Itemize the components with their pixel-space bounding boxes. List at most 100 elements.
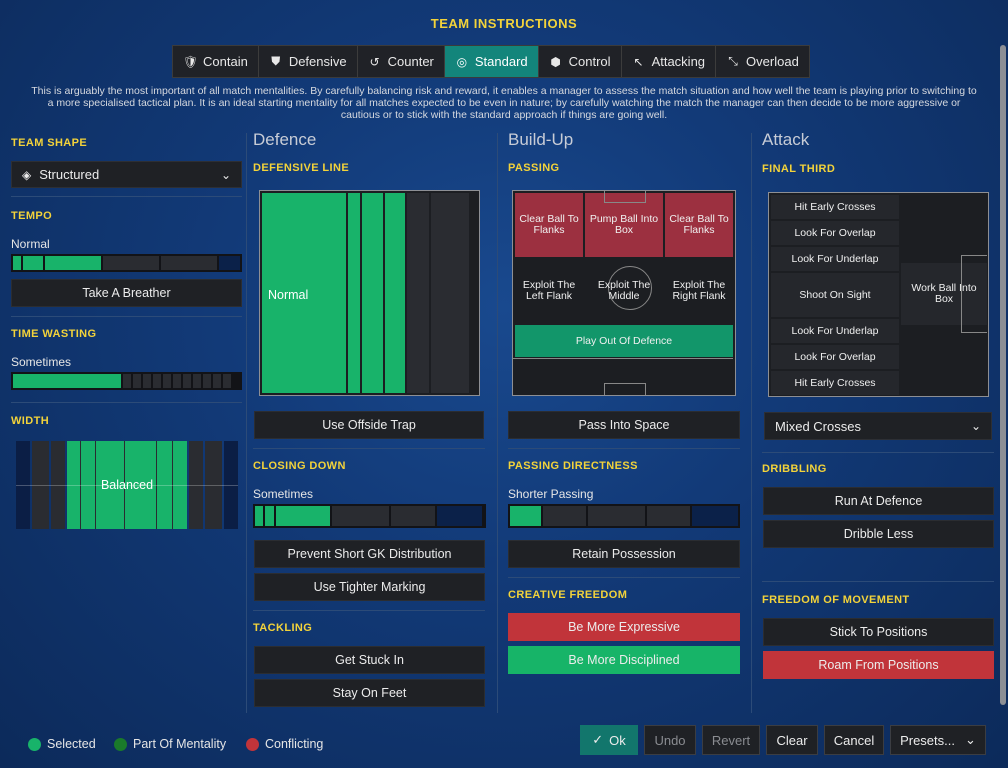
column-divider — [751, 133, 752, 713]
closing-down-value: Sometimes — [253, 487, 314, 501]
freedom-of-movement-label: FREEDOM OF MOVEMENT — [762, 594, 910, 606]
clear-ball-to-flanks-left[interactable]: Clear Ball To Flanks — [515, 193, 583, 257]
stick-to-positions-button[interactable]: Stick To Positions — [763, 618, 994, 646]
crosses-dropdown[interactable]: Mixed Crosses ⌄ — [764, 412, 992, 440]
tab-contain[interactable]: 🛡 Contain — [173, 46, 259, 77]
look-for-overlap-top[interactable]: Look For Overlap — [771, 221, 899, 245]
conflicting-dot-icon — [246, 737, 259, 751]
tackling-label: TACKLING — [253, 622, 313, 634]
passing-directness-value: Shorter Passing — [508, 487, 594, 501]
width-selector[interactable]: Balanced — [16, 441, 238, 529]
cancel-button[interactable]: Cancel — [824, 725, 884, 755]
control-icon: ⬢ — [550, 54, 561, 69]
be-more-disciplined-button[interactable]: Be More Disciplined — [508, 646, 740, 674]
mentality-dot-icon — [114, 737, 127, 751]
chevron-down-icon: ⌄ — [965, 732, 976, 747]
work-ball-into-box[interactable]: Work Ball Into Box — [901, 263, 987, 325]
passing-directness-slider[interactable] — [508, 504, 740, 528]
mentality-description: This is arguably the most important of a… — [31, 85, 977, 121]
undo-button[interactable]: Undo — [644, 725, 696, 755]
width-value: Balanced — [100, 478, 154, 492]
diamond-icon: ◈ — [22, 167, 32, 182]
use-offside-trap-button[interactable]: Use Offside Trap — [254, 411, 484, 439]
divider — [11, 316, 242, 317]
legend-conflicting: Conflicting — [246, 737, 323, 751]
run-at-defence-button[interactable]: Run At Defence — [763, 487, 994, 515]
scrollbar[interactable] — [1000, 45, 1006, 705]
hit-early-crosses-bottom[interactable]: Hit Early Crosses — [771, 371, 899, 395]
exploit-middle[interactable]: Exploit The Middle — [597, 279, 651, 302]
revert-button[interactable]: Revert — [702, 725, 760, 755]
width-label: WIDTH — [11, 415, 50, 427]
tempo-label: TEMPO — [11, 210, 53, 222]
stay-on-feet-button[interactable]: Stay On Feet — [254, 679, 485, 707]
legend-selected: Selected — [28, 737, 96, 751]
contain-icon: 🛡 — [183, 54, 199, 69]
divider — [508, 577, 740, 578]
attack-heading: Attack — [762, 130, 810, 149]
tab-overload[interactable]: ⤡ Overload — [716, 46, 809, 77]
mentality-tabs: 🛡 Contain ⛊ Defensive ↺ Counter ◎ Standard ⬢… — [172, 45, 810, 78]
divider — [762, 581, 994, 582]
divider — [11, 402, 242, 403]
divider — [762, 452, 994, 453]
dribble-less-button[interactable]: Dribble Less — [763, 520, 994, 548]
tab-control[interactable]: ⬢ Control — [538, 46, 622, 77]
selected-dot-icon — [28, 737, 41, 751]
tempo-slider[interactable] — [11, 254, 242, 272]
look-for-overlap-bottom[interactable]: Look For Overlap — [771, 345, 899, 369]
look-for-underlap-bottom[interactable]: Look For Underlap — [771, 319, 899, 343]
pass-into-space-button[interactable]: Pass Into Space — [508, 411, 740, 439]
divider — [253, 448, 485, 449]
page-title: TEAM INSTRUCTIONS — [430, 16, 578, 31]
retain-possession-button[interactable]: Retain Possession — [508, 540, 740, 568]
roam-from-positions-button[interactable]: Roam From Positions — [763, 651, 994, 679]
closing-down-label: CLOSING DOWN — [253, 460, 346, 472]
clear-button[interactable]: Clear — [766, 725, 818, 755]
exploit-right-flank[interactable]: Exploit The Right Flank — [672, 279, 726, 302]
tab-counter[interactable]: ↺ Counter — [357, 46, 445, 77]
counter-icon: ↺ — [369, 54, 380, 69]
shoot-on-sight[interactable]: Shoot On Sight — [771, 273, 899, 317]
hit-early-crosses-top[interactable]: Hit Early Crosses — [771, 195, 899, 219]
closing-down-slider[interactable] — [253, 504, 486, 528]
chevron-down-icon: ⌄ — [220, 167, 231, 182]
team-shape-dropdown[interactable]: ◈ Structured ⌄ — [11, 161, 242, 188]
column-divider — [497, 133, 498, 713]
presets-button[interactable]: Presets... ⌄ — [890, 725, 986, 755]
be-more-expressive-button[interactable]: Be More Expressive — [508, 613, 740, 641]
clear-ball-to-flanks-right[interactable]: Clear Ball To Flanks — [665, 193, 733, 257]
time-wasting-value: Sometimes — [11, 355, 72, 369]
buildup-heading: Build-Up — [508, 130, 574, 149]
look-for-underlap-top[interactable]: Look For Underlap — [771, 247, 899, 271]
defensive-line-value: Normal — [268, 288, 309, 302]
defensive-line-selector[interactable]: Normal — [259, 190, 480, 396]
passing-pitch: Clear Ball To Flanks Pump Ball Into Box … — [512, 190, 736, 396]
exploit-left-flank[interactable]: Exploit The Left Flank — [522, 279, 576, 302]
chevron-down-icon: ⌄ — [970, 419, 981, 433]
time-wasting-slider[interactable] — [11, 372, 242, 390]
dribbling-label: DRIBBLING — [762, 463, 827, 475]
final-third-label: FINAL THIRD — [762, 163, 836, 175]
divider — [11, 196, 242, 197]
tab-standard[interactable]: ◎ Standard — [444, 46, 539, 77]
pump-ball-into-box[interactable]: Pump Ball Into Box — [585, 193, 663, 257]
tab-attacking[interactable]: ↖ Attacking — [621, 46, 717, 77]
passing-label: PASSING — [508, 162, 560, 174]
team-shape-label: TEAM SHAPE — [11, 137, 88, 149]
prevent-short-gk-distribution-button[interactable]: Prevent Short GK Distribution — [254, 540, 485, 568]
ok-button[interactable]: ✓ Ok — [580, 725, 638, 755]
defence-heading: Defence — [253, 130, 317, 149]
defensive-line-label: DEFENSIVE LINE — [253, 162, 350, 174]
check-icon: ✓ — [592, 732, 604, 747]
standard-icon: ◎ — [456, 54, 468, 69]
passing-directness-label: PASSING DIRECTNESS — [508, 460, 638, 472]
tempo-value: Normal — [11, 237, 50, 251]
play-out-of-defence[interactable]: Play Out Of Defence — [515, 325, 733, 357]
take-a-breather-button[interactable]: Take A Breather — [11, 279, 242, 307]
get-stuck-in-button[interactable]: Get Stuck In — [254, 646, 485, 674]
use-tighter-marking-button[interactable]: Use Tighter Marking — [254, 573, 485, 601]
tab-defensive[interactable]: ⛊ Defensive — [258, 46, 358, 77]
time-wasting-label: TIME WASTING — [11, 328, 97, 340]
column-divider — [246, 133, 247, 713]
